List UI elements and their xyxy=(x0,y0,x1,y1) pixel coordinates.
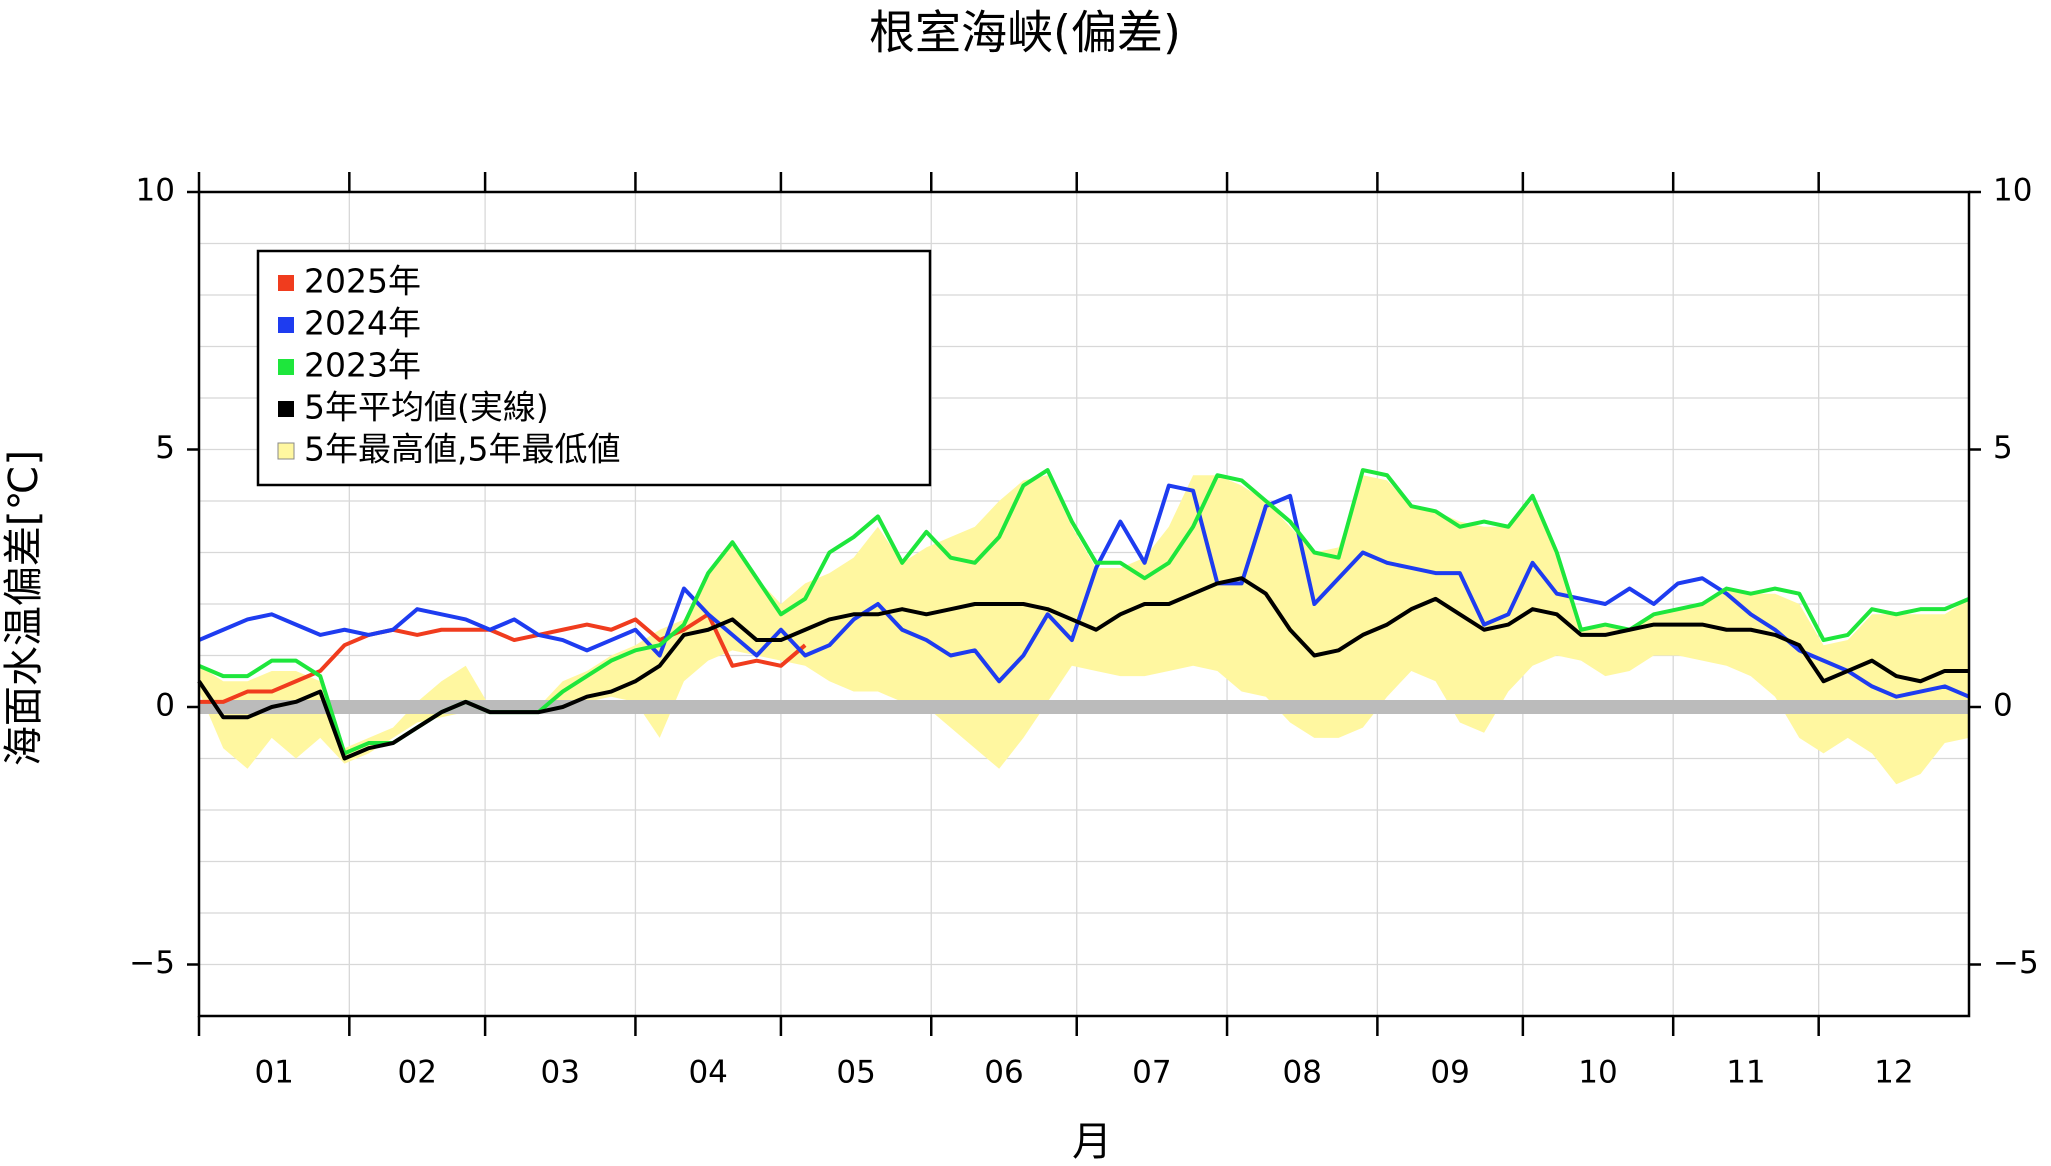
y-tick-label: −5 xyxy=(129,945,175,981)
x-tick-label: 02 xyxy=(397,1055,436,1091)
x-tick-label: 12 xyxy=(1874,1055,1913,1091)
y-tick-label: 10 xyxy=(1993,173,2032,209)
y-tick-label: −5 xyxy=(1993,945,2039,981)
legend-swatch xyxy=(278,401,294,417)
legend-box xyxy=(256,249,932,487)
legend-label: 5年最高値,5年最低値 xyxy=(304,430,620,469)
y-tick-label: 0 xyxy=(1993,688,2013,724)
x-tick-label: 09 xyxy=(1430,1055,1469,1091)
legend-label: 2025年 xyxy=(304,262,421,301)
y-tick-label: 5 xyxy=(155,430,175,466)
chart-title: 根室海峡(偏差) xyxy=(869,6,1181,60)
x-tick-label: 06 xyxy=(984,1055,1023,1091)
x-tick-label: 07 xyxy=(1132,1055,1171,1091)
x-tick-label: 10 xyxy=(1578,1055,1617,1091)
x-tick-label: 11 xyxy=(1726,1055,1765,1091)
legend-swatch xyxy=(278,275,294,291)
x-tick-label: 08 xyxy=(1282,1055,1321,1091)
y-tick-label: 10 xyxy=(136,173,175,209)
series-line xyxy=(197,576,1969,761)
x-tick-label: 05 xyxy=(836,1055,875,1091)
legend-swatch xyxy=(278,317,294,333)
x-tick-label: 01 xyxy=(254,1055,293,1091)
legend-swatch xyxy=(278,359,294,375)
x-tick-label: 03 xyxy=(541,1055,580,1091)
plot-frame xyxy=(197,190,1971,1018)
series-line xyxy=(198,483,1970,699)
series-line xyxy=(199,612,807,704)
legend-swatch xyxy=(277,442,295,460)
x-axis-label: 月 xyxy=(1072,1119,1112,1165)
legend-label: 2024年 xyxy=(304,304,421,343)
x-tick-label: 04 xyxy=(688,1055,727,1091)
legend-label: 2023年 xyxy=(304,346,421,385)
y-axis-label: 海面水温偏差[℃] xyxy=(1,450,47,766)
legend-label: 5年平均値(実線) xyxy=(304,388,549,427)
y-tick-label: 5 xyxy=(1993,430,2013,466)
y-tick-label: 0 xyxy=(155,688,175,724)
